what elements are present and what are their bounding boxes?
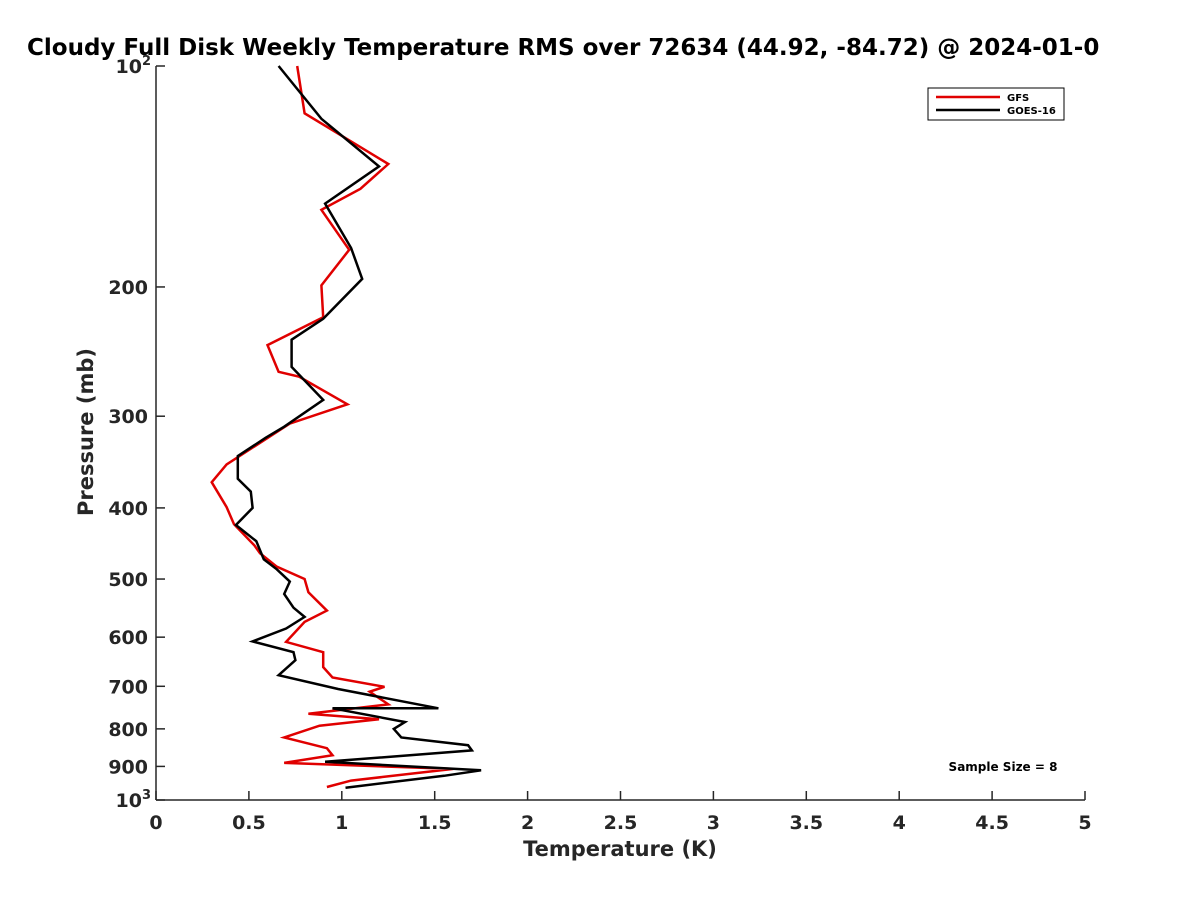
x-tick-label: 1 <box>335 812 348 834</box>
y-ticks: 102 200 300 400 500 600 700 800 900 103 <box>108 54 165 812</box>
plot-area: 0 0.5 1 1.5 2 2.5 3 3.5 4 4.5 5 102 200 300 400 500 600… <box>108 54 1091 834</box>
x-tick-label: 3.5 <box>789 812 823 834</box>
y-tick-label: 102 <box>116 54 152 78</box>
legend-box <box>927 87 1065 121</box>
x-tick-label: 0.5 <box>232 812 266 834</box>
series-layer <box>210 65 482 789</box>
chart-title: Cloudy Full Disk Weekly Temperature RMS … <box>27 35 1099 61</box>
x-tick-label: 1.5 <box>418 812 452 834</box>
x-tick-label: 3 <box>707 812 720 834</box>
y-tick-label: 200 <box>108 277 148 299</box>
y-tick-label: 400 <box>108 498 148 520</box>
x-tick-label: 2.5 <box>604 812 638 834</box>
y-tick-label: 500 <box>108 569 148 591</box>
x-ticks: 0 0.5 1 1.5 2 2.5 3 3.5 4 4.5 5 <box>149 791 1092 834</box>
x-tick-label: 2 <box>521 812 534 834</box>
series-line-gfs <box>210 65 454 789</box>
y-tick-label: 600 <box>108 627 148 649</box>
y-tick-label: 900 <box>108 756 148 778</box>
legend: GFS GOES-16 <box>927 87 1065 121</box>
y-axis-label: Pressure (mb) <box>74 348 98 516</box>
x-tick-label: 4 <box>893 812 906 834</box>
x-tick-label: 4.5 <box>975 812 1009 834</box>
y-tick-label: 700 <box>108 676 148 698</box>
y-tick-label: 300 <box>108 406 148 428</box>
x-tick-label: 0 <box>149 812 162 834</box>
series-line-goes16 <box>234 65 482 789</box>
legend-label-goes16: GOES-16 <box>1007 106 1056 117</box>
x-tick-label: 5 <box>1078 812 1091 834</box>
legend-label-gfs: GFS <box>1007 93 1029 104</box>
sample-size-annotation: Sample Size = 8 <box>949 760 1058 774</box>
y-tick-label: 103 <box>116 788 152 812</box>
x-axis-label: Temperature (K) <box>523 837 717 861</box>
y-tick-label: 800 <box>108 719 148 741</box>
